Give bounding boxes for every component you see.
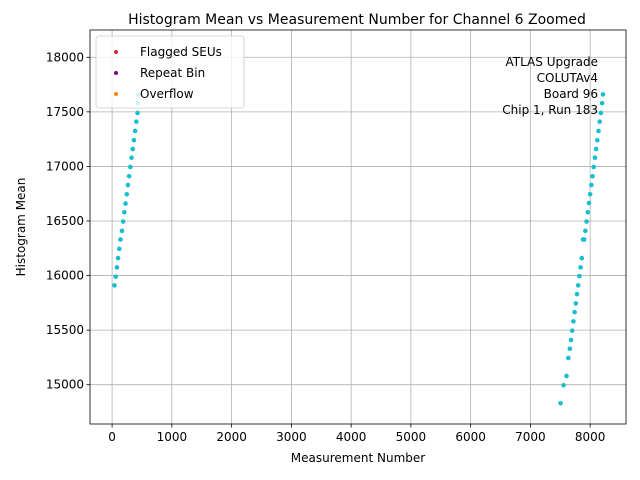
data-point (595, 137, 600, 143)
data-point (587, 191, 593, 197)
data-point (583, 228, 588, 234)
data-point (578, 265, 583, 270)
data-point (567, 346, 573, 351)
data-point (593, 146, 599, 152)
data-point (134, 119, 139, 124)
chart-title: Histogram Mean vs Measurement Number for… (128, 12, 586, 28)
data-point (561, 382, 566, 388)
data-point (591, 164, 597, 170)
data-point (120, 219, 126, 224)
annotation-line: Chip 1, Run 183 (502, 103, 598, 117)
y-tick-label: 17000 (46, 159, 84, 173)
legend-label: Repeat Bin (140, 66, 205, 80)
data-point (574, 291, 580, 297)
data-point (564, 373, 569, 379)
data-point (125, 182, 131, 188)
legend-marker (114, 71, 118, 75)
data-point (129, 155, 134, 160)
legend-label: Flagged SEUs (140, 45, 222, 59)
legend-marker (114, 92, 118, 96)
y-tick-label: 16000 (46, 269, 84, 283)
data-point (569, 328, 575, 333)
data-point (572, 309, 577, 315)
data-point (590, 173, 595, 179)
data-point (573, 301, 579, 306)
x-axis-ticks: 0 1000 2000 3000 4000 5000 6000 7000 8000 (108, 424, 605, 444)
data-point (599, 100, 605, 106)
annotation-line: ATLAS Upgrade (505, 55, 598, 69)
data-point (112, 283, 117, 288)
data-point (589, 182, 594, 188)
x-tick-label: 4000 (336, 430, 367, 444)
legend-box (95, 35, 245, 109)
data-point (124, 191, 130, 197)
y-tick-label: 15000 (46, 378, 84, 392)
y-tick-label: 17500 (46, 105, 84, 119)
x-tick-label: 6000 (455, 430, 486, 444)
x-tick-label: 3000 (276, 430, 307, 444)
data-point (128, 164, 133, 170)
data-point (592, 155, 598, 160)
data-point (113, 274, 118, 279)
data-point (558, 400, 563, 406)
data-point (575, 283, 581, 288)
y-axis-label: Histogram Mean (14, 178, 28, 277)
data-point (586, 200, 592, 206)
data-point (132, 128, 138, 134)
data-point (115, 255, 121, 261)
y-tick-label: 18000 (46, 50, 84, 64)
annotation-line: Board 96 (544, 87, 598, 101)
data-point (584, 219, 589, 224)
data-point (566, 355, 571, 361)
data-point (579, 255, 585, 261)
data-point (131, 137, 137, 143)
data-point (568, 337, 574, 343)
data-point (130, 146, 136, 152)
x-tick-label: 8000 (575, 430, 606, 444)
legend-marker (114, 50, 118, 54)
x-tick-label: 2000 (216, 430, 247, 444)
data-point (585, 209, 591, 215)
data-point (118, 237, 123, 242)
data-point (114, 265, 120, 270)
data-point (597, 119, 603, 124)
legend-label: Overflow (140, 87, 194, 101)
data-point (135, 110, 140, 116)
data-point (123, 201, 128, 206)
data-point (596, 128, 601, 134)
x-tick-label: 5000 (396, 430, 427, 444)
x-tick-label: 1000 (157, 430, 188, 444)
legend: Flagged SEUs Repeat Bin Overflow (95, 35, 245, 109)
y-tick-label: 16500 (46, 214, 84, 228)
data-point (600, 92, 606, 97)
data-point (571, 319, 576, 324)
plot-frame (89, 29, 627, 425)
data-point (581, 237, 587, 242)
data-point (598, 110, 604, 116)
run-annotation: ATLAS Upgrade COLUTAv4 Board 96 Chip 1, Run… (502, 55, 598, 117)
data-point (119, 228, 125, 234)
grid-lines (90, 30, 626, 424)
data-point (116, 246, 122, 252)
data-point (126, 173, 132, 179)
y-tick-label: 15500 (46, 323, 84, 337)
data-point (577, 273, 582, 279)
y-axis-ticks: 15000 15500 16000 16500 17000 17500 18000 (46, 50, 90, 392)
data-points (112, 92, 606, 406)
x-tick-label: 7000 (515, 430, 546, 444)
x-axis-label: Measurement Number (291, 451, 425, 465)
data-point (122, 209, 127, 215)
annotation-line: COLUTAv4 (537, 71, 598, 85)
x-tick-label: 0 (108, 430, 116, 444)
